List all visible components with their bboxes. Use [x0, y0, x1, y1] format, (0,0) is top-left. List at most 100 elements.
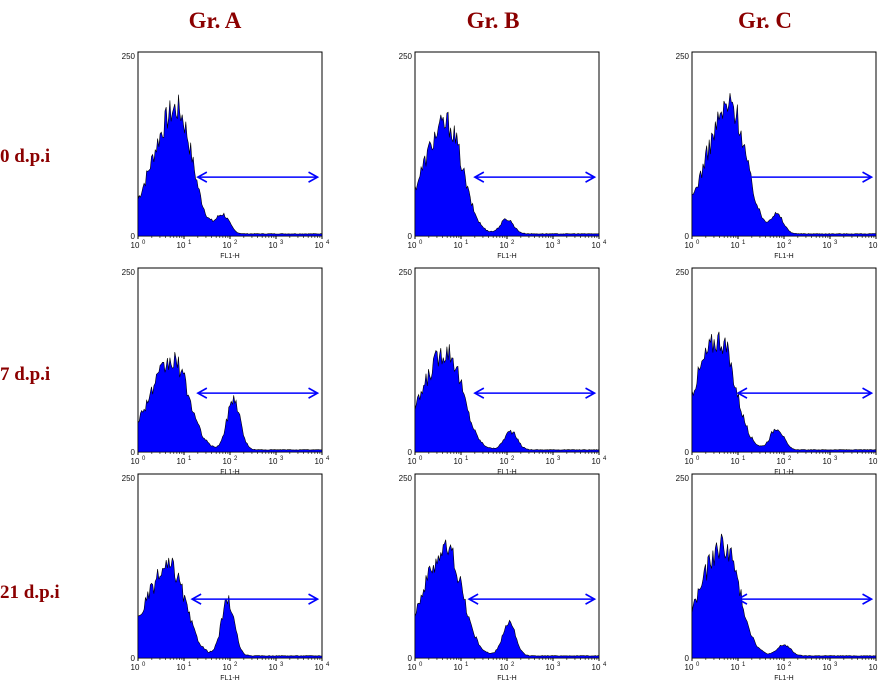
- x-axis-label: FL1-H: [497, 675, 516, 682]
- x-tick-exponent: 4: [603, 456, 607, 462]
- x-tick-label: 10: [269, 663, 278, 672]
- histogram-gra-21dpi: [137, 557, 323, 659]
- x-tick-exponent: 2: [234, 662, 238, 668]
- x-tick-label: 10: [685, 457, 694, 466]
- x-tick-exponent: 3: [280, 456, 284, 462]
- x-tick-exponent: 1: [188, 456, 192, 462]
- gate-arrow-left-head-grb-0dpi: [473, 171, 485, 183]
- x-tick-label: 10: [546, 663, 555, 672]
- x-tick-exponent: 4: [603, 240, 607, 246]
- y-tick-label: 250: [122, 268, 136, 277]
- gate-arrow-right-head-gra-21dpi: [308, 593, 320, 605]
- gate-arrow-left-head-gra-0dpi: [196, 171, 208, 183]
- x-tick-label: 10: [685, 663, 694, 672]
- x-tick-exponent: 1: [465, 662, 469, 668]
- x-tick-exponent: 3: [834, 456, 838, 462]
- x-tick-label: 10: [777, 457, 786, 466]
- x-tick-exponent: 2: [788, 662, 792, 668]
- x-tick-label: 10: [454, 457, 463, 466]
- x-tick-exponent: 2: [511, 662, 515, 668]
- x-tick-label: 10: [315, 663, 324, 672]
- x-axis-label: FL1-H: [497, 253, 516, 260]
- x-tick-label: 10: [731, 457, 740, 466]
- gate-arrow-right-head-gra-7dpi: [308, 387, 320, 399]
- x-axis-label: FL1-H: [774, 469, 793, 476]
- y-tick-label: 250: [676, 52, 690, 61]
- gate-arrow-right-head-grb-21dpi: [585, 593, 597, 605]
- x-tick-label: 10: [269, 241, 278, 250]
- x-tick-label: 10: [315, 457, 324, 466]
- gate-arrow-right-head-grc-7dpi: [862, 387, 874, 399]
- x-tick-exponent: 1: [465, 456, 469, 462]
- x-tick-exponent: 4: [326, 662, 330, 668]
- y-tick-label: 0: [408, 654, 413, 663]
- histogram-grc-7dpi: [691, 331, 877, 453]
- x-tick-label: 10: [408, 241, 417, 250]
- x-tick-exponent: 0: [696, 662, 700, 668]
- gate-arrow-left-head-grc-0dpi: [736, 171, 748, 183]
- row-label-21-dpi: 21 d.p.i: [0, 582, 60, 603]
- x-tick-exponent: 4: [326, 456, 330, 462]
- y-tick-label: 250: [122, 474, 136, 483]
- column-title-gr-b: Gr. B: [466, 8, 520, 33]
- x-tick-exponent: 0: [696, 240, 700, 246]
- x-axis-label: FL1-H: [774, 675, 793, 682]
- x-tick-exponent: 4: [603, 662, 607, 668]
- x-tick-label: 10: [592, 457, 601, 466]
- column-title-gr-a: Gr. A: [188, 8, 242, 33]
- x-tick-exponent: 3: [280, 662, 284, 668]
- y-tick-label: 0: [131, 654, 136, 663]
- x-tick-exponent: 4: [326, 240, 330, 246]
- x-tick-label: 10: [177, 663, 186, 672]
- x-tick-label: 10: [546, 457, 555, 466]
- x-tick-label: 10: [823, 457, 832, 466]
- x-tick-label: 10: [131, 663, 140, 672]
- x-tick-exponent: 2: [234, 456, 238, 462]
- x-tick-label: 10: [223, 457, 232, 466]
- x-axis-label: FL1-H: [220, 253, 239, 260]
- x-tick-label: 10: [777, 663, 786, 672]
- x-tick-exponent: 1: [742, 240, 746, 246]
- x-tick-exponent: 0: [142, 240, 146, 246]
- x-tick-exponent: 3: [280, 240, 284, 246]
- histogram-gra-0dpi: [137, 94, 323, 237]
- x-tick-label: 10: [177, 457, 186, 466]
- x-tick-exponent: 1: [465, 240, 469, 246]
- x-tick-exponent: 0: [142, 456, 146, 462]
- column-title-gr-c: Gr. C: [737, 8, 793, 33]
- x-tick-exponent: 2: [234, 240, 238, 246]
- x-tick-exponent: 2: [511, 456, 515, 462]
- x-tick-exponent: 1: [742, 662, 746, 668]
- gate-arrow-left-head-grc-7dpi: [736, 387, 748, 399]
- histogram-grc-21dpi: [691, 533, 877, 659]
- x-tick-exponent: 3: [834, 662, 838, 668]
- x-tick-exponent: 1: [742, 456, 746, 462]
- x-tick-exponent: 0: [419, 662, 423, 668]
- x-tick-label: 10: [546, 241, 555, 250]
- x-tick-exponent: 1: [188, 662, 192, 668]
- histogram-grb-0dpi: [414, 111, 600, 237]
- x-tick-label: 10: [685, 241, 694, 250]
- gate-arrow-left-head-grb-21dpi: [467, 593, 479, 605]
- x-tick-label: 10: [177, 241, 186, 250]
- y-tick-label: 0: [408, 448, 413, 457]
- gate-arrow-right-head-gra-0dpi: [308, 171, 320, 183]
- gate-arrow-left-head-gra-21dpi: [190, 593, 202, 605]
- gate-arrow-right-head-grc-21dpi: [862, 593, 874, 605]
- x-tick-label: 10: [454, 663, 463, 672]
- gate-arrow-left-head-gra-7dpi: [196, 387, 208, 399]
- histogram-gra-7dpi: [137, 351, 323, 453]
- x-tick-label: 10: [500, 457, 509, 466]
- x-axis-label: FL1-H: [220, 469, 239, 476]
- x-tick-label: 10: [592, 241, 601, 250]
- x-tick-label: 10: [500, 663, 509, 672]
- y-tick-label: 0: [131, 232, 136, 241]
- y-tick-label: 250: [399, 268, 413, 277]
- x-axis-label: FL1-H: [497, 469, 516, 476]
- y-tick-label: 250: [676, 474, 690, 483]
- x-tick-exponent: 0: [419, 240, 423, 246]
- x-tick-label: 10: [454, 241, 463, 250]
- x-tick-label: 10: [131, 241, 140, 250]
- y-tick-label: 0: [685, 232, 690, 241]
